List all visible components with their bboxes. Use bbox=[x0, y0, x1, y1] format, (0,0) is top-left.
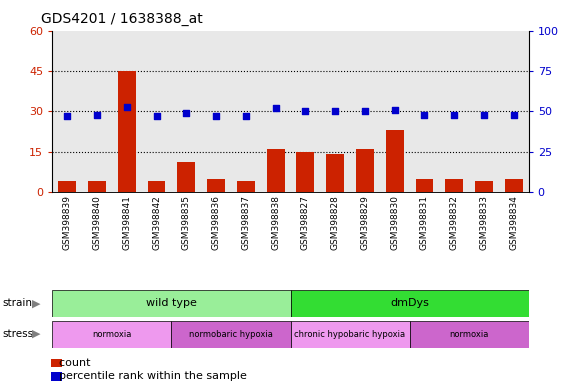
Point bbox=[271, 105, 280, 111]
Bar bbox=[82, 31, 112, 192]
Text: GDS4201 / 1638388_at: GDS4201 / 1638388_at bbox=[41, 12, 202, 25]
Text: count: count bbox=[52, 358, 91, 368]
Point bbox=[390, 107, 399, 113]
Bar bbox=[356, 149, 374, 192]
Point bbox=[331, 108, 340, 114]
Bar bbox=[52, 321, 171, 348]
Bar bbox=[296, 152, 314, 192]
Point bbox=[479, 111, 489, 118]
Bar bbox=[118, 71, 136, 192]
Bar bbox=[380, 31, 410, 192]
Point bbox=[211, 113, 221, 119]
Text: percentile rank within the sample: percentile rank within the sample bbox=[52, 371, 247, 381]
Bar bbox=[171, 321, 290, 348]
Bar bbox=[505, 179, 523, 192]
Bar bbox=[52, 31, 82, 192]
Point bbox=[152, 113, 161, 119]
Text: stress: stress bbox=[3, 329, 34, 339]
Point bbox=[241, 113, 250, 119]
Bar bbox=[320, 31, 350, 192]
Bar bbox=[261, 31, 290, 192]
Bar bbox=[446, 179, 463, 192]
Bar bbox=[350, 31, 380, 192]
Point bbox=[420, 111, 429, 118]
Point bbox=[63, 113, 72, 119]
Bar bbox=[177, 162, 195, 192]
Point bbox=[92, 111, 102, 118]
Text: ▶: ▶ bbox=[32, 298, 40, 308]
Bar bbox=[112, 31, 142, 192]
Bar bbox=[475, 181, 493, 192]
Point bbox=[301, 108, 310, 114]
Bar bbox=[148, 181, 166, 192]
Point bbox=[509, 111, 518, 118]
Point bbox=[360, 108, 370, 114]
Point bbox=[122, 103, 131, 109]
Point bbox=[450, 111, 459, 118]
Text: dmDys: dmDys bbox=[390, 298, 429, 308]
Bar bbox=[88, 181, 106, 192]
Bar bbox=[290, 31, 320, 192]
Bar bbox=[171, 31, 201, 192]
Bar bbox=[267, 149, 285, 192]
Text: normoxia: normoxia bbox=[92, 329, 131, 339]
Bar bbox=[499, 31, 529, 192]
Bar bbox=[290, 321, 410, 348]
Text: normoxia: normoxia bbox=[450, 329, 489, 339]
Text: chronic hypobaric hypoxia: chronic hypobaric hypoxia bbox=[295, 329, 406, 339]
Bar bbox=[142, 31, 171, 192]
Bar bbox=[386, 130, 404, 192]
Bar bbox=[290, 290, 529, 317]
Text: wild type: wild type bbox=[146, 298, 197, 308]
Bar bbox=[410, 31, 439, 192]
Text: strain: strain bbox=[3, 298, 33, 308]
Bar bbox=[439, 31, 469, 192]
Bar bbox=[52, 290, 290, 317]
Bar bbox=[469, 31, 499, 192]
Bar bbox=[58, 181, 76, 192]
Point bbox=[182, 110, 191, 116]
Bar bbox=[207, 179, 225, 192]
Bar bbox=[415, 179, 433, 192]
Bar bbox=[237, 181, 254, 192]
Bar bbox=[231, 31, 261, 192]
Bar bbox=[201, 31, 231, 192]
Bar bbox=[410, 321, 529, 348]
Text: normobaric hypoxia: normobaric hypoxia bbox=[189, 329, 273, 339]
Text: ▶: ▶ bbox=[32, 329, 40, 339]
Bar bbox=[327, 154, 344, 192]
